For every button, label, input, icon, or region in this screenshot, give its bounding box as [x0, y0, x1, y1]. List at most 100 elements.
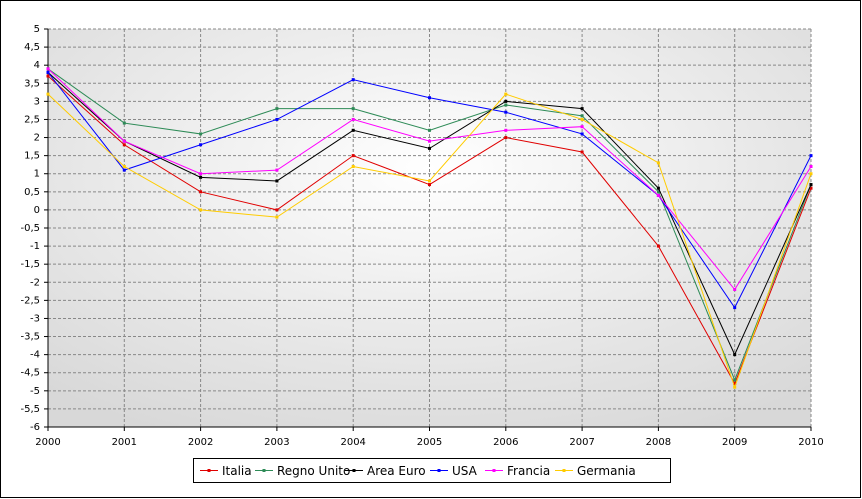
point	[656, 186, 660, 190]
x-tick-label: 2006	[493, 437, 518, 448]
point	[809, 183, 813, 187]
y-tick-label: -2	[30, 277, 40, 288]
legend-swatch-marker	[262, 469, 266, 472]
y-tick-label: 5	[34, 24, 40, 35]
y-tick-label: -4,5	[20, 368, 40, 379]
point	[504, 136, 508, 140]
legend-swatch-marker	[562, 469, 566, 472]
legend-label: USA	[452, 464, 478, 478]
point	[351, 78, 355, 82]
y-tick-label: 0,5	[24, 187, 40, 198]
x-tick-label: 2001	[112, 437, 137, 448]
point	[199, 208, 203, 212]
point	[275, 215, 279, 219]
point	[656, 190, 660, 194]
point	[504, 103, 508, 107]
point	[46, 74, 50, 78]
x-tick-label: 2003	[264, 437, 289, 448]
point	[46, 67, 50, 71]
point	[580, 125, 584, 129]
point	[504, 128, 508, 132]
point	[46, 92, 50, 96]
y-tick-label: 3,5	[24, 78, 40, 89]
y-tick-label: -5	[30, 386, 40, 397]
y-tick-label: 2,5	[24, 114, 40, 125]
point	[809, 154, 813, 158]
y-tick-label: -0,5	[20, 223, 40, 234]
point	[580, 117, 584, 121]
y-tick-label: -5,5	[20, 404, 40, 415]
point	[275, 117, 279, 121]
point	[351, 164, 355, 168]
legend-label: Italia	[222, 464, 252, 478]
y-tick-label: -1,5	[20, 259, 40, 270]
x-tick-label: 2007	[569, 437, 594, 448]
y-tick-label: -2,5	[20, 295, 40, 306]
point	[351, 154, 355, 158]
point	[275, 179, 279, 183]
point	[275, 168, 279, 172]
point	[504, 110, 508, 114]
point	[656, 161, 660, 165]
x-tick-label: 2004	[340, 437, 365, 448]
legend-label: Area Euro	[367, 464, 426, 478]
point	[46, 70, 50, 74]
point	[809, 186, 813, 190]
point	[733, 306, 737, 310]
y-tick-label: 1	[34, 169, 40, 180]
legend-label: Regno Unito	[277, 464, 350, 478]
legend-swatch-marker	[207, 469, 211, 472]
x-tick-label: 2005	[417, 437, 442, 448]
legend-swatch-marker	[492, 469, 496, 472]
x-tick-label: 2008	[646, 437, 671, 448]
y-tick-label: 0	[34, 205, 40, 216]
point	[428, 128, 431, 132]
point	[122, 164, 126, 168]
point	[351, 117, 355, 121]
point	[199, 190, 203, 194]
point	[580, 114, 584, 118]
x-tick-label: 2010	[798, 437, 823, 448]
x-tick-label: 2002	[188, 437, 213, 448]
legend-swatch-marker	[352, 469, 356, 472]
point	[199, 143, 203, 147]
point	[428, 96, 431, 100]
point	[351, 107, 355, 111]
y-tick-label: 3	[34, 96, 40, 107]
point	[428, 146, 431, 150]
x-tick-label: 2000	[35, 437, 60, 448]
point	[428, 179, 431, 183]
point	[580, 132, 584, 136]
point	[122, 121, 126, 125]
point	[733, 385, 737, 389]
point	[733, 378, 737, 382]
y-tick-label: 4	[34, 60, 40, 71]
point	[122, 168, 126, 172]
point	[733, 288, 737, 292]
point	[504, 92, 508, 96]
legend-label: Francia	[507, 464, 550, 478]
point	[199, 172, 203, 176]
y-tick-label: 2	[34, 133, 40, 144]
y-tick-label: -4	[30, 350, 40, 361]
point	[733, 382, 737, 386]
point	[428, 139, 431, 143]
point	[733, 353, 737, 357]
point	[199, 132, 203, 136]
point	[351, 128, 355, 132]
point	[275, 208, 279, 212]
x-tick-label: 2009	[722, 437, 747, 448]
point	[809, 172, 813, 176]
point	[199, 175, 203, 179]
point	[656, 193, 660, 197]
point	[809, 164, 813, 168]
y-tick-label: -3	[30, 313, 40, 324]
legend-label: Germania	[577, 464, 636, 478]
y-tick-label: -1	[30, 241, 40, 252]
point	[122, 143, 126, 147]
y-tick-label: -6	[30, 422, 40, 433]
point	[428, 183, 431, 187]
y-tick-label: 4,5	[24, 42, 40, 53]
point	[122, 139, 126, 143]
